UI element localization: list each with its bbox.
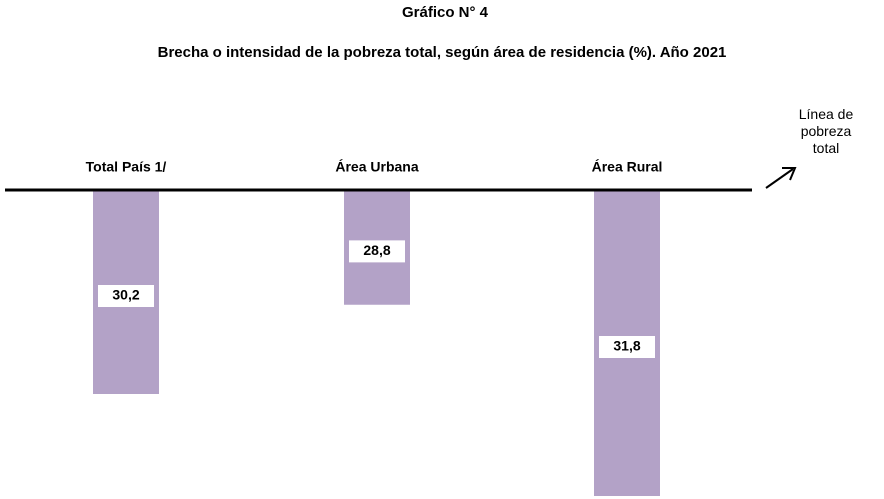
- category-label: Total País 1/: [86, 159, 167, 175]
- annotation: Línea de pobreza total: [798, 106, 854, 156]
- data-label-box: [98, 285, 154, 307]
- data-label: 30,2: [112, 287, 139, 303]
- arrow: [765, 168, 794, 189]
- chart-title: Gráfico N° 4: [402, 4, 489, 21]
- data-label: 31,8: [613, 338, 640, 354]
- data-label: 28,8: [363, 242, 390, 258]
- data-label-box: [599, 336, 655, 358]
- category-label: Área Urbana: [335, 159, 418, 175]
- arrow-head: [782, 167, 797, 181]
- data-label-box: [349, 240, 405, 263]
- chart-subtitle: Brecha o intensidad de la pobreza total,…: [158, 44, 727, 61]
- category-label: Área Rural: [592, 159, 663, 175]
